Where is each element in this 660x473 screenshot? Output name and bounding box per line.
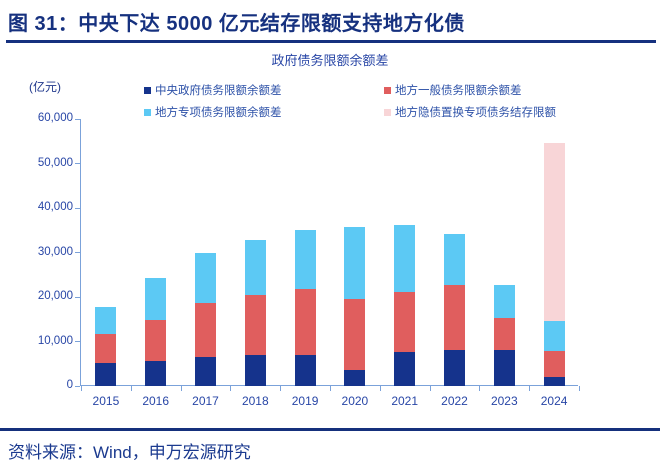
bar-segment-2020-series2 xyxy=(344,226,366,300)
y-tick-mark xyxy=(75,385,80,387)
plot-area: 0 10,000 20,000 30,000 40,000 50,000 60,000 201… xyxy=(38,112,580,408)
x-tick-mark xyxy=(579,386,580,391)
bar-segment-2021-series2 xyxy=(394,224,416,292)
figure-title: 图 31：中央下达 5000 亿元结存限额支持地方化债 xyxy=(8,13,465,35)
x-tick-mark xyxy=(330,386,331,391)
y-tick-mark xyxy=(75,207,80,209)
legend-swatch xyxy=(144,86,151,94)
x-tick-mark xyxy=(529,386,531,391)
legend-label: 地方一般债务限额余额差 xyxy=(395,85,522,97)
x-tick-mark xyxy=(280,386,282,391)
y-tick-label: 60,000 xyxy=(37,112,73,124)
bar-segment-2024-series0 xyxy=(543,377,565,386)
legend-label: 地方专项债务限额余额差 xyxy=(155,107,282,119)
bar-segment-2019-series1 xyxy=(294,288,316,355)
x-axis-category-label: 2016 xyxy=(142,394,170,408)
y-tick-mark xyxy=(75,252,80,253)
legend-swatch xyxy=(384,86,391,94)
source-text: 资料来源：Wind，申万宏源研究 xyxy=(8,443,251,462)
x-tick-mark xyxy=(479,386,481,391)
y-tick-label: 20,000 xyxy=(37,290,73,302)
bar-segment-2023-series0 xyxy=(493,350,515,386)
x-axis-category-label: 2019 xyxy=(291,394,319,408)
y-tick-mark xyxy=(75,163,80,164)
bar-segment-2022-series0 xyxy=(444,349,465,386)
bar-segment-2020-series0 xyxy=(344,369,366,386)
footer-divider xyxy=(0,428,660,431)
x-tick-mark xyxy=(379,386,381,391)
y-tick-mark xyxy=(75,118,80,120)
legend-label: 地方隐债置换专项债务结存限额 xyxy=(395,107,556,119)
x-tick-mark xyxy=(429,386,431,391)
bar-segment-2015-series2 xyxy=(95,306,117,334)
x-axis-category-label: 2023 xyxy=(490,394,518,408)
bar-segment-2017-series0 xyxy=(195,357,216,386)
legend-item: 地方一般债务限额余额差 xyxy=(384,82,556,98)
bar-segment-2022-series1 xyxy=(444,284,465,350)
legend-item: 地方专项债务限额余额差 xyxy=(144,104,384,120)
x-tick-mark xyxy=(230,386,232,391)
bar-segment-2024-series1 xyxy=(543,351,565,378)
y-tick-mark xyxy=(75,296,80,298)
y-tick-label: 0 xyxy=(66,379,73,391)
bar-segment-2018-series2 xyxy=(244,240,266,295)
legend-item: 中央政府债务限额余额差 xyxy=(144,82,384,98)
bar-segment-2017-series2 xyxy=(195,252,216,304)
chart-legend: 中央政府债务限额余额差 地方一般债务限额余额差地方专项债务限额余额差 地方隐债置换专… xyxy=(144,82,556,120)
x-axis-category-label: 2022 xyxy=(441,394,468,408)
y-axis-unit-label: (亿元) xyxy=(29,80,61,94)
chart-title: 政府债务限额余额差 xyxy=(271,53,389,68)
bar-segment-2020-series1 xyxy=(344,299,366,370)
x-tick-mark xyxy=(180,386,182,391)
x-tick-mark xyxy=(130,386,132,391)
x-axis-category-label: 2018 xyxy=(241,394,269,408)
y-tick-mark xyxy=(75,341,80,342)
bar-segment-2016-series0 xyxy=(145,360,167,386)
bar-segment-2015-series1 xyxy=(95,333,117,364)
bar-segment-2023-series1 xyxy=(493,318,515,351)
bar-segment-2024-series2 xyxy=(543,321,565,352)
bar-segment-2019-series2 xyxy=(294,229,316,289)
bar-segment-2016-series2 xyxy=(145,277,167,321)
bar-segment-2017-series1 xyxy=(195,303,216,358)
bar-segment-2018-series1 xyxy=(244,294,266,355)
legend-item: 地方隐债置换专项债务结存限额 xyxy=(384,104,556,120)
y-tick-label: 30,000 xyxy=(37,245,73,258)
y-tick-label: 40,000 xyxy=(37,201,73,213)
bar-segment-2018-series0 xyxy=(244,354,266,386)
y-tick-label: 50,000 xyxy=(37,156,73,169)
x-axis-category-label: 2021 xyxy=(391,394,419,408)
bar-segment-2021-series1 xyxy=(394,291,416,353)
legend-swatch xyxy=(384,108,391,116)
bar-segment-2019-series0 xyxy=(294,354,316,386)
x-axis-category-label: 2024 xyxy=(540,394,568,408)
header-divider xyxy=(6,40,656,43)
bar-segment-2024-series3 xyxy=(543,143,565,322)
bar-segment-2016-series1 xyxy=(145,320,167,361)
bar-segment-2023-series2 xyxy=(493,284,515,319)
x-tick-mark xyxy=(81,386,82,391)
legend-label: 中央政府债务限额余额差 xyxy=(155,85,282,97)
legend-swatch xyxy=(144,108,151,116)
bar-segment-2021-series0 xyxy=(394,352,416,386)
bar-segment-2022-series2 xyxy=(444,233,465,285)
x-axis-category-label: 2015 xyxy=(92,394,120,408)
y-tick-label: 10,000 xyxy=(37,334,73,347)
x-axis-category-label: 2020 xyxy=(341,394,369,408)
bar-segment-2015-series0 xyxy=(95,363,117,386)
x-axis-category-label: 2017 xyxy=(192,394,219,408)
